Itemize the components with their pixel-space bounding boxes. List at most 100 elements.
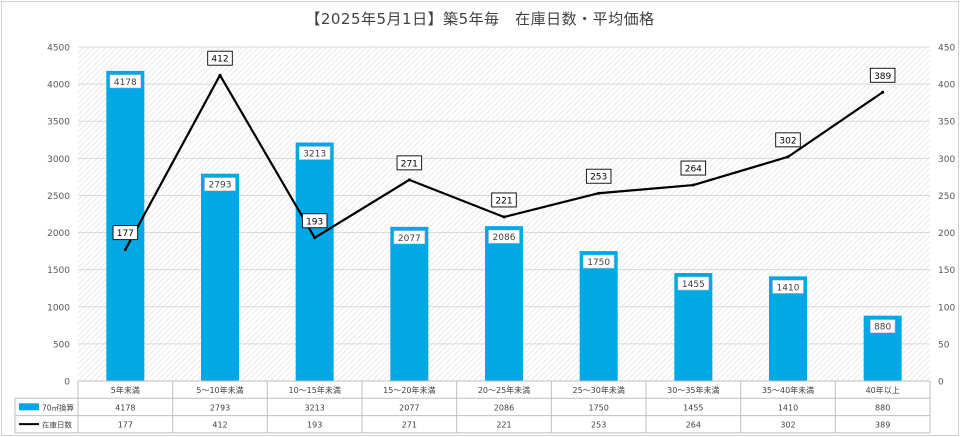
- y-right-tick-label: 50: [938, 340, 950, 350]
- bar-data-label: 1410: [777, 283, 800, 293]
- y-left-tick-label: 3000: [47, 155, 70, 165]
- y-left-tick-label: 2500: [47, 192, 70, 202]
- bar: [485, 226, 523, 381]
- bar-label-box: [772, 280, 804, 294]
- line-label-box: [207, 50, 233, 66]
- table-cell: 302: [780, 421, 795, 430]
- bar-label-box: [870, 319, 896, 333]
- bar-data-label: 2086: [493, 233, 516, 243]
- bar: [390, 226, 429, 381]
- y-right-tick-label: 450: [938, 44, 955, 54]
- y-right-tick-label: 400: [938, 81, 955, 91]
- bar-label-box: [488, 229, 520, 244]
- line-data-label: 193: [306, 217, 323, 227]
- line-point: [597, 191, 601, 195]
- chart-title: 【2025年5月1日】築5年毎 在庫日数・平均価格: [305, 10, 655, 28]
- y-right-tick-label: 300: [938, 155, 955, 165]
- table-cell: 2086: [494, 403, 514, 412]
- legend-swatch-bar: [19, 403, 39, 411]
- bar: [579, 251, 618, 381]
- line-label-box: [112, 225, 139, 241]
- bar: [201, 173, 239, 381]
- line-data-label: 389: [874, 72, 891, 82]
- bar-label-box: [204, 177, 236, 191]
- bar-label-box: [393, 230, 426, 245]
- table-cell: 271: [402, 421, 417, 430]
- table-cell: 221: [496, 421, 511, 430]
- y-left-tick-label: 500: [53, 340, 70, 350]
- line-label-box: [301, 213, 328, 229]
- bar-label-box: [298, 146, 331, 160]
- bar-data-label: 4178: [114, 78, 137, 88]
- bar-data-label: 1750: [587, 258, 610, 268]
- line-point: [691, 183, 695, 187]
- y-left-tick-label: 2000: [47, 229, 70, 239]
- line-label-box: [869, 67, 896, 83]
- y-left-tick-label: 1000: [47, 303, 70, 313]
- bar-data-label: 3213: [303, 150, 326, 160]
- x-tick-label: 5〜10年未満: [196, 385, 243, 395]
- table-cell: 2793: [210, 403, 230, 412]
- table-cell: 4178: [115, 403, 135, 412]
- x-tick-label: 30〜35年未満: [667, 385, 719, 395]
- line-label-box: [775, 132, 801, 148]
- line-data-label: 177: [117, 229, 134, 239]
- line-label-box: [680, 160, 707, 176]
- line-data-label: 221: [495, 196, 512, 206]
- line-label-box: [491, 192, 517, 208]
- bar-label-box: [109, 74, 142, 89]
- y-right-tick-label: 150: [938, 266, 955, 276]
- y-right-tick-label: 100: [938, 303, 955, 313]
- line-point: [786, 155, 790, 159]
- y-left-tick-label: 4500: [47, 44, 70, 54]
- table-cell: 1455: [683, 403, 703, 412]
- table-cell: 389: [875, 421, 890, 430]
- line-data-label: 302: [779, 136, 796, 146]
- x-tick-label: 20〜25年未満: [478, 385, 530, 395]
- bar-data-label: 2077: [398, 234, 421, 244]
- line-data-label: 271: [401, 159, 418, 169]
- y-right-tick-label: 250: [938, 192, 955, 202]
- table-cell: 880: [875, 403, 890, 412]
- x-tick-label: 25〜30年未満: [572, 385, 624, 395]
- y-right-tick-label: 350: [938, 118, 955, 128]
- table-cell: 177: [118, 421, 133, 430]
- line-point: [123, 248, 127, 252]
- table-cell: 3213: [304, 403, 324, 412]
- legend-label: 在庫日数: [42, 420, 72, 430]
- x-tick-label: 35〜40年未満: [762, 385, 814, 395]
- line-label-box: [585, 168, 612, 184]
- table-cell: 2077: [399, 403, 419, 412]
- y-left-tick-label: 0: [64, 378, 70, 388]
- table-cell: 264: [686, 421, 701, 430]
- y-right-tick-label: 200: [938, 229, 955, 239]
- bar-data-label: 1455: [682, 280, 705, 290]
- bar: [674, 273, 713, 381]
- table-cell: 193: [307, 421, 322, 430]
- bar: [295, 142, 334, 381]
- x-tick-label: 5年未満: [111, 385, 140, 395]
- line-data-label: 264: [685, 165, 702, 175]
- line-point: [313, 236, 317, 240]
- table-cell: 1410: [778, 403, 798, 412]
- line-point: [218, 73, 222, 77]
- bar-data-label: 880: [874, 323, 891, 333]
- y-left-tick-label: 1500: [47, 266, 70, 276]
- bar-data-label: 2793: [209, 181, 232, 191]
- x-tick-label: 15〜20年未満: [383, 385, 435, 395]
- legend-label: 70㎡換算: [42, 402, 75, 412]
- bar-label-box: [582, 254, 615, 269]
- table-cell: 253: [591, 421, 606, 430]
- table-cell: 1750: [588, 403, 608, 412]
- y-left-tick-label: 3500: [47, 118, 70, 128]
- line-point: [881, 90, 885, 94]
- bar: [769, 276, 807, 381]
- line-point: [502, 215, 506, 219]
- line-data-label: 253: [590, 173, 607, 183]
- x-tick-label: 10〜15年未満: [288, 385, 340, 395]
- y-right-tick-label: 0: [938, 378, 944, 388]
- bar-label-box: [677, 276, 710, 291]
- line-point: [407, 178, 411, 182]
- line-data-label: 412: [211, 55, 228, 65]
